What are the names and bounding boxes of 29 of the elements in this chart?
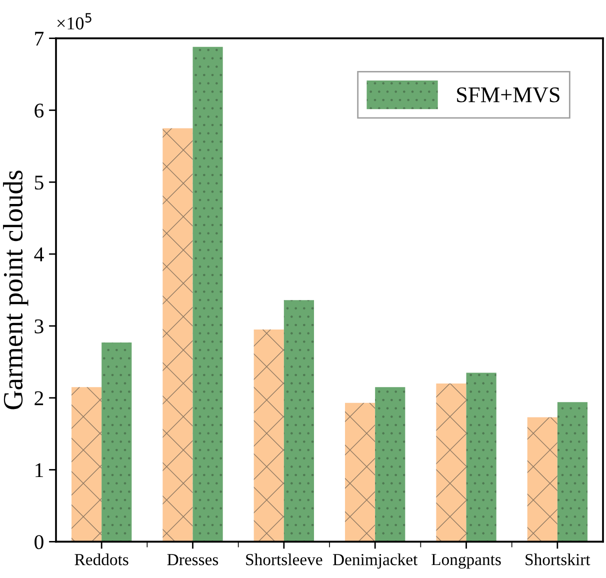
x-tick-label: Longpants bbox=[432, 554, 501, 569]
y-tick-label: 7 bbox=[35, 32, 44, 46]
x-tick-label: Shortskirt bbox=[526, 554, 590, 566]
bar bbox=[102, 342, 132, 542]
bar bbox=[72, 387, 102, 542]
bar bbox=[162, 128, 193, 542]
y-tick-label: 1 bbox=[36, 463, 43, 478]
bar bbox=[254, 330, 284, 542]
bar bbox=[466, 372, 496, 542]
bar bbox=[192, 46, 223, 542]
y-tick-label: 5 bbox=[34, 176, 44, 190]
y-tick-label: 3 bbox=[34, 319, 44, 334]
x-tick-label: Dresses bbox=[167, 554, 218, 566]
y-tick-label: 6 bbox=[34, 104, 44, 118]
y-tick-label: 4 bbox=[34, 248, 44, 262]
y-tick-label: 0 bbox=[34, 535, 44, 550]
x-tick-label: Shortsleeve bbox=[246, 554, 322, 566]
text: ×10$^{5}$ bbox=[57, 13, 92, 30]
bar bbox=[284, 300, 314, 542]
bar bbox=[527, 417, 558, 542]
x-tick-label: Reddots bbox=[74, 554, 128, 566]
bar bbox=[375, 387, 406, 542]
bar bbox=[345, 402, 376, 542]
bar bbox=[557, 402, 588, 542]
x-tick-label: Denimjacket bbox=[332, 554, 418, 569]
y-tick-label: 2 bbox=[34, 391, 44, 406]
y-axis-title: Garment point clouds bbox=[3, 170, 28, 410]
legend-label: SFM+MVS bbox=[457, 87, 560, 102]
bar bbox=[436, 383, 466, 542]
